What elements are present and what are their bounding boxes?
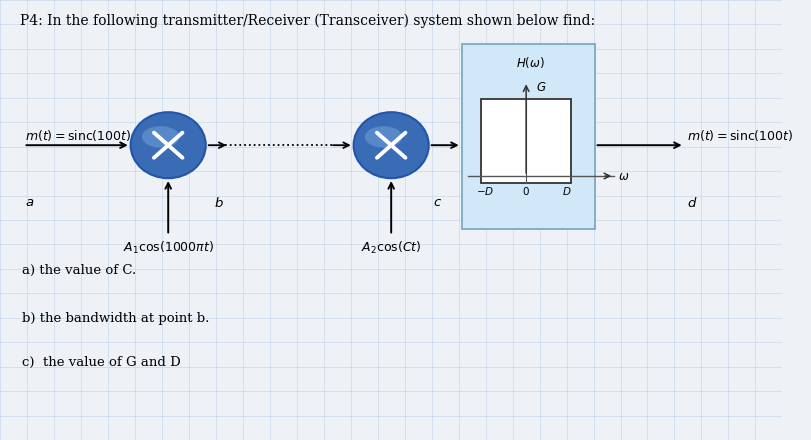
FancyBboxPatch shape — [461, 44, 594, 229]
Text: P4: In the following transmitter/Receiver (Transceiver) system shown below find:: P4: In the following transmitter/Receive… — [19, 13, 594, 28]
Ellipse shape — [142, 126, 179, 148]
Text: $c$: $c$ — [432, 196, 441, 209]
Text: $a$: $a$ — [25, 196, 34, 209]
Text: a) the value of C.: a) the value of C. — [22, 264, 136, 277]
Text: $-D$: $-D$ — [475, 185, 494, 197]
Text: $H(\omega)$: $H(\omega)$ — [516, 55, 544, 70]
Text: c)  the value of G and D: c) the value of G and D — [22, 356, 180, 370]
Text: $\omega$: $\omega$ — [617, 169, 629, 183]
Ellipse shape — [364, 126, 402, 148]
Text: $0$: $0$ — [521, 185, 530, 197]
Text: $m(t) = \mathrm{sinc}(100t)$: $m(t) = \mathrm{sinc}(100t)$ — [686, 128, 792, 143]
Ellipse shape — [354, 112, 428, 178]
Text: $m(t) = \mathrm{sinc}(100t)$: $m(t) = \mathrm{sinc}(100t)$ — [25, 128, 131, 143]
Text: $b$: $b$ — [213, 196, 223, 210]
Ellipse shape — [131, 112, 205, 178]
FancyBboxPatch shape — [481, 99, 570, 183]
Text: $A_2 \cos(Ct)$: $A_2 \cos(Ct)$ — [361, 240, 421, 256]
Text: b) the bandwidth at point b.: b) the bandwidth at point b. — [22, 312, 209, 326]
Text: $D$: $D$ — [562, 185, 571, 197]
Text: $G$: $G$ — [535, 81, 545, 95]
Text: $d$: $d$ — [686, 196, 697, 210]
Text: $A_1 \cos(1000\pi t)$: $A_1 \cos(1000\pi t)$ — [122, 240, 213, 256]
